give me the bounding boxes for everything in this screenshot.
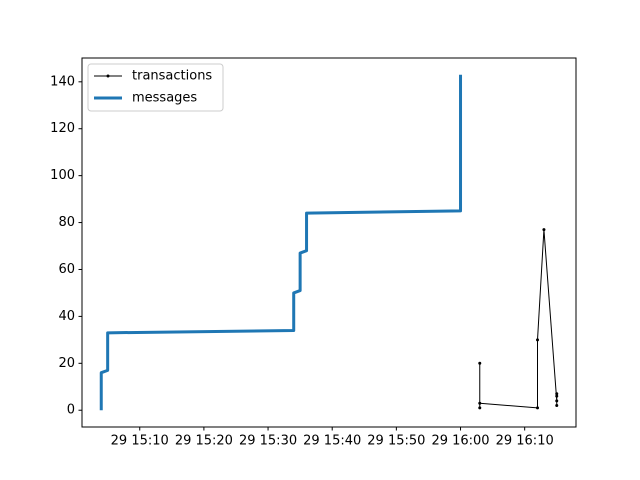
point bbox=[555, 404, 559, 408]
x-tick-label: 29 16:10 bbox=[496, 434, 554, 449]
y-tick-label: 100 bbox=[50, 168, 75, 183]
y-tick-label: 120 bbox=[50, 121, 75, 136]
y-tick-label: 0 bbox=[67, 403, 75, 418]
y-tick-label: 20 bbox=[58, 356, 75, 371]
point bbox=[542, 228, 546, 232]
plot-frame bbox=[81, 57, 577, 428]
x-tick-label: 29 15:40 bbox=[303, 434, 361, 449]
point bbox=[536, 406, 540, 410]
legend-label: messages bbox=[132, 91, 197, 106]
line bbox=[99, 74, 463, 411]
line bbox=[479, 229, 558, 409]
y-tick-label: 140 bbox=[50, 74, 75, 89]
x-tick-label: 29 16:00 bbox=[431, 434, 489, 449]
y-tick-label: 40 bbox=[58, 309, 75, 324]
x-tick-label: 29 15:20 bbox=[175, 434, 233, 449]
point bbox=[478, 401, 482, 405]
y-tick-label: 80 bbox=[58, 215, 75, 230]
point bbox=[478, 361, 482, 365]
legend-marker bbox=[106, 74, 110, 78]
legend-label: transactions bbox=[132, 69, 212, 84]
x-tick-label: 29 15:30 bbox=[239, 434, 297, 449]
y-tick-label: 60 bbox=[58, 262, 75, 277]
x-tick-label: 29 15:50 bbox=[367, 434, 425, 449]
point bbox=[536, 338, 540, 342]
point bbox=[478, 406, 482, 410]
x-tick-label: 29 15:10 bbox=[111, 434, 169, 449]
point bbox=[555, 394, 559, 398]
point bbox=[555, 399, 559, 403]
point bbox=[555, 392, 559, 396]
